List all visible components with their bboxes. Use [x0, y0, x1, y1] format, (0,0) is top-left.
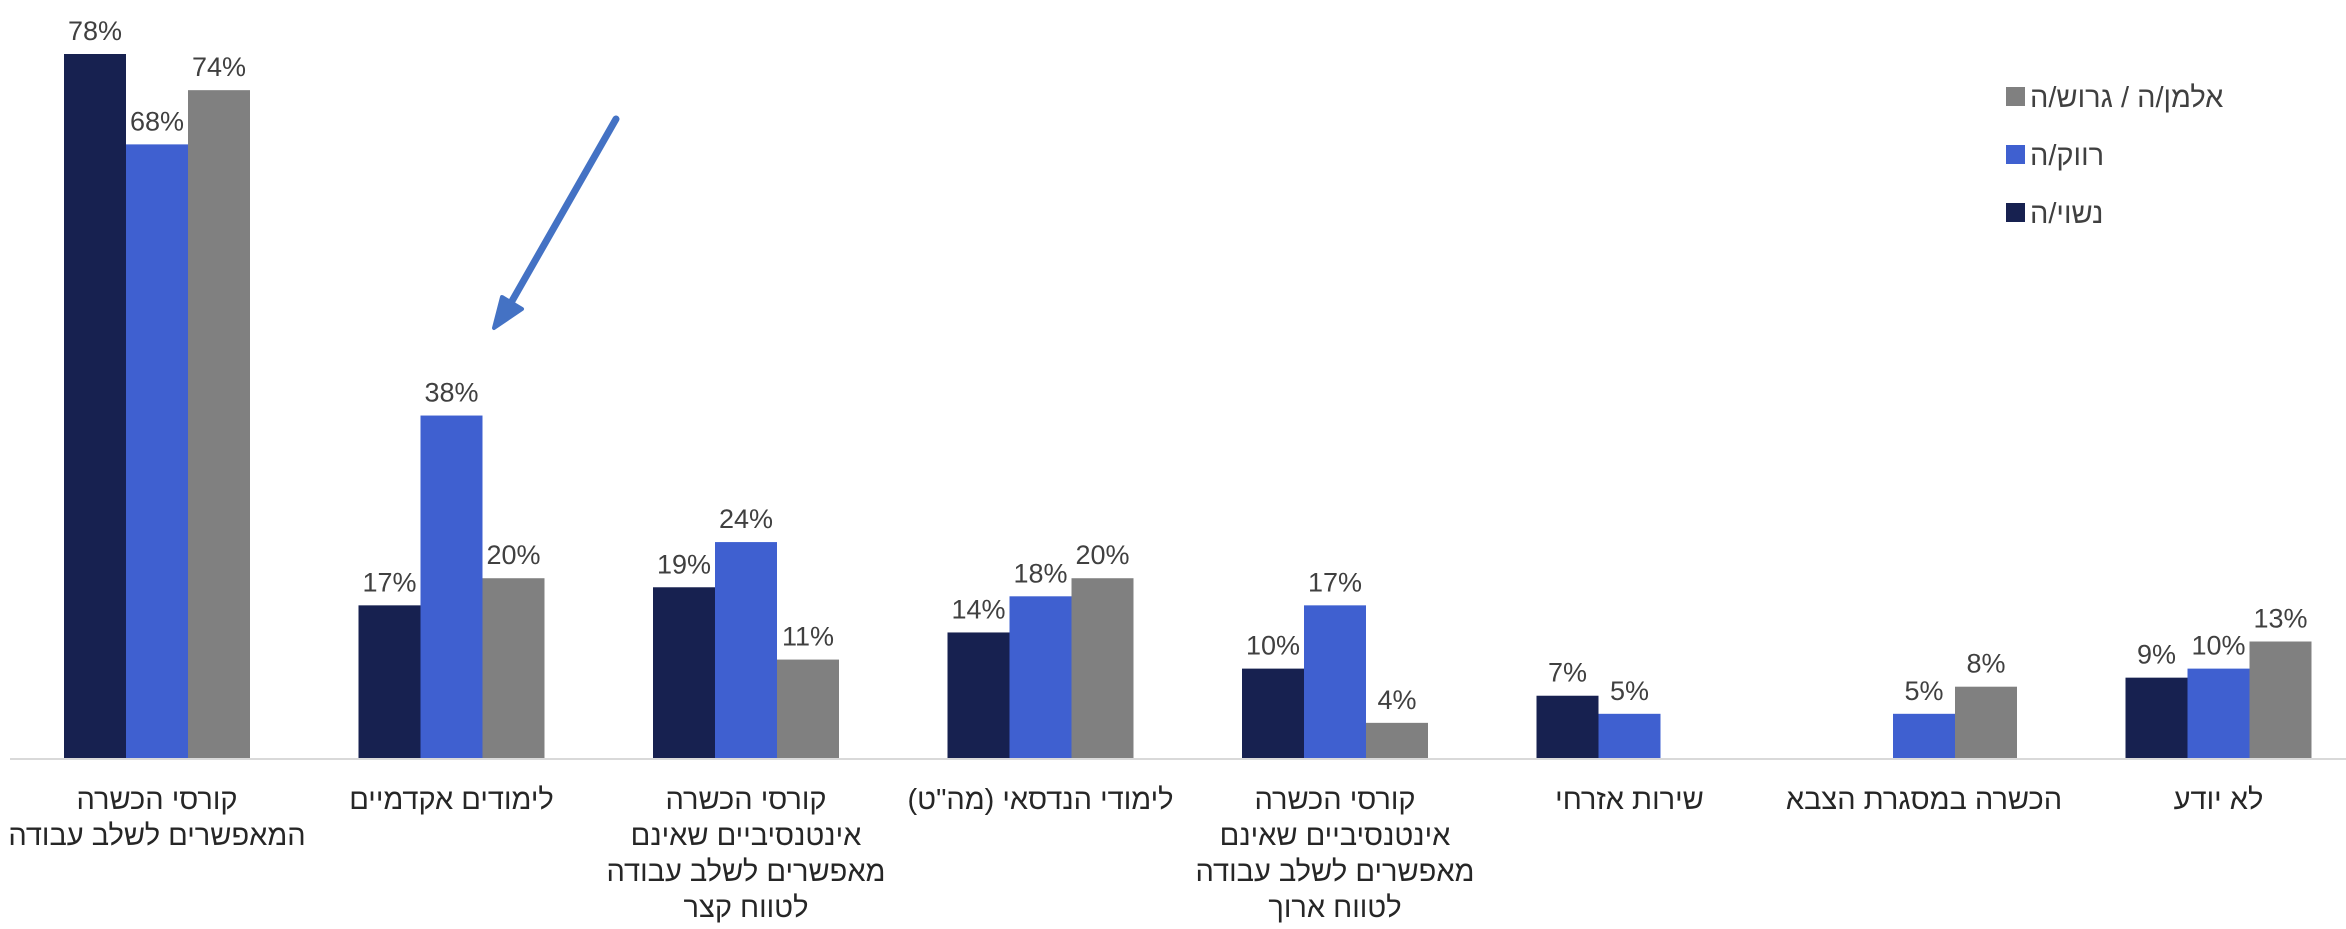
data-label-s1-c7: 10% [2191, 631, 2245, 661]
bar-s0-c4 [1242, 668, 1304, 759]
category-label-4: קורסי הכשרה אינטנסיביים שאינם מאפשרים לשלב… [1196, 784, 1475, 924]
data-label-s1-c6: 5% [1904, 676, 1943, 706]
bar-s2-c3 [1071, 578, 1134, 759]
bar-s1-c1 [420, 415, 483, 759]
data-label-s0-c1: 17% [362, 567, 416, 597]
legend-swatch-2 [2006, 87, 2025, 106]
category-labels-layer: קורסי הכשרה המאפשרים לשלב עבודה לימודים אק… [8, 784, 2263, 924]
category-label-line: קורסי הכשרה [665, 784, 826, 816]
bar-s1-c6 [1893, 713, 1955, 759]
category-label-6: הכשרה במסגרת הצבא [1786, 784, 2062, 816]
bar-s1-c4 [1304, 605, 1366, 759]
data-label-s0-c5: 7% [1548, 658, 1587, 688]
value-labels-layer: 78% 68% 74% 17% 38% 20% 19% 24% 11% 14% 18% 20% 10% 1… [68, 16, 2308, 715]
bar-s0-c1 [358, 605, 421, 759]
category-label-line: אינטנסיביים שאינם [1220, 820, 1451, 852]
category-label-line: לימודי הנדסאי (מה"ט) [908, 784, 1174, 816]
data-label-s1-c1: 38% [424, 378, 478, 408]
bar-s1-c2 [715, 542, 777, 759]
bar-s2-c0 [188, 90, 250, 759]
bar-s1-c0 [126, 144, 188, 759]
category-label-line: קורסי הכשרה [1254, 784, 1415, 816]
category-label-line: קורסי הכשרה [76, 784, 237, 816]
data-label-s1-c2: 24% [719, 504, 773, 534]
legend-label-0: נשוי/ה [2030, 198, 2103, 230]
data-label-s2-c2: 11% [782, 622, 834, 652]
category-label-line: אינטנסיביים שאינם [631, 820, 862, 852]
data-label-s1-c5: 5% [1610, 676, 1649, 706]
bar-s0-c0 [64, 54, 126, 759]
bar-s0-c3 [947, 632, 1010, 759]
data-label-s1-c3: 18% [1013, 558, 1067, 588]
data-label-s2-c0: 74% [192, 52, 246, 82]
category-label-3: לימודי הנדסאי (מה"ט) [908, 784, 1174, 816]
legend: אלמן/ה / גרוש/ה רווק/ה נשוי/ה [2006, 82, 2223, 230]
category-label-line: הכשרה במסגרת הצבא [1786, 784, 2062, 816]
bar-s0-c2 [653, 587, 715, 759]
legend-swatch-0 [2006, 203, 2025, 222]
bar-s2-c6 [1955, 686, 2017, 759]
category-label-line: מאפשרים לשלב עבודה [607, 856, 886, 888]
data-label-s2-c3: 20% [1075, 540, 1129, 570]
category-label-line: לא יודע [2174, 784, 2264, 816]
bar-s2-c7 [2249, 641, 2312, 759]
data-label-s1-c0: 68% [130, 106, 184, 136]
bar-s2-c2 [777, 659, 839, 759]
bar-s1-c3 [1009, 596, 1072, 759]
bars-layer [64, 54, 2312, 759]
bar-s1-c5 [1598, 713, 1661, 759]
legend-label-1: רווק/ה [2030, 140, 2104, 172]
category-label-line: לימודים אקדמיים [349, 784, 554, 816]
bar-s2-c4 [1366, 722, 1428, 759]
data-label-s2-c4: 4% [1377, 685, 1416, 715]
category-label-7: לא יודע [2174, 784, 2264, 816]
legend-swatch-1 [2006, 145, 2025, 164]
category-label-5: שירות אזרחי [1555, 784, 1704, 816]
category-label-line: מאפשרים לשלב עבודה [1196, 856, 1475, 888]
category-label-line: לטווח ארוך [1268, 892, 1401, 924]
bar-s2-c1 [482, 578, 545, 759]
data-label-s0-c3: 14% [951, 594, 1005, 624]
bar-s0-c7 [2125, 677, 2188, 759]
category-label-line: לטווח קצר [684, 892, 809, 924]
data-label-s2-c7: 13% [2253, 604, 2307, 634]
category-label-2: קורסי הכשרה אינטנסיביים שאינם מאפשרים לשלב… [607, 784, 886, 924]
data-label-s1-c4: 17% [1308, 567, 1362, 597]
category-label-line: שירות אזרחי [1555, 784, 1704, 816]
legend-label-2: אלמן/ה / גרוש/ה [2030, 82, 2223, 114]
category-label-0: קורסי הכשרה המאפשרים לשלב עבודה [8, 784, 305, 852]
category-label-1: לימודים אקדמיים [349, 784, 554, 816]
data-label-s0-c7: 9% [2137, 640, 2176, 670]
annotation-arrow [492, 115, 620, 330]
bar-s0-c5 [1536, 695, 1599, 759]
data-label-s2-c6: 8% [1966, 649, 2005, 679]
bar-s1-c7 [2187, 668, 2250, 759]
data-label-s0-c0: 78% [68, 16, 122, 46]
category-label-line: המאפשרים לשלב עבודה [8, 820, 305, 852]
data-label-s2-c1: 20% [486, 540, 540, 570]
data-label-s0-c2: 19% [657, 549, 711, 579]
data-label-s0-c4: 10% [1246, 631, 1300, 661]
